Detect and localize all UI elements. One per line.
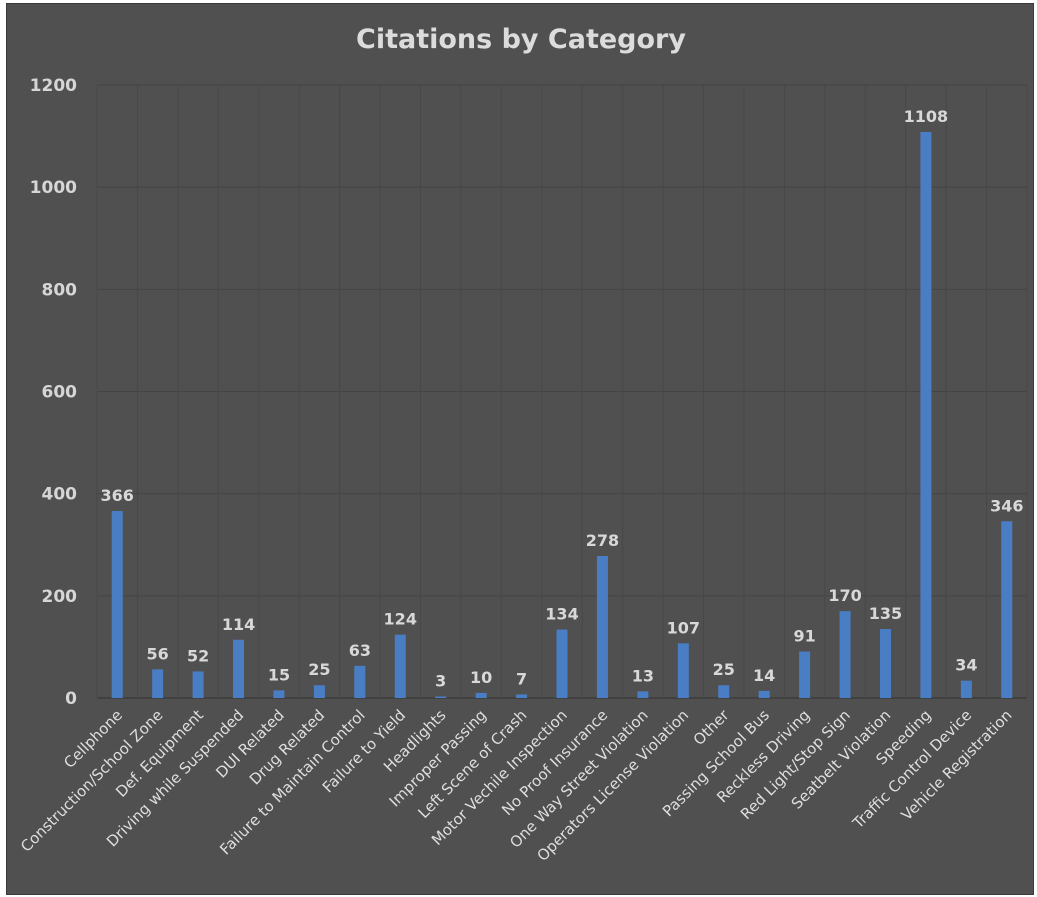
y-tick-label: 600 xyxy=(42,383,78,403)
bar xyxy=(596,555,608,698)
data-label: 52 xyxy=(187,646,209,665)
bar xyxy=(516,694,528,698)
bar xyxy=(111,511,123,698)
data-label: 7 xyxy=(516,669,527,688)
data-label: 124 xyxy=(384,610,417,629)
data-label: 1108 xyxy=(904,107,949,126)
bar xyxy=(273,690,285,698)
data-label: 14 xyxy=(753,666,775,685)
bar xyxy=(839,611,851,698)
bar xyxy=(637,691,649,698)
data-label: 25 xyxy=(308,660,330,679)
chart-frame: Citations by Category 0 200 400 600 800 1000 1… xyxy=(6,3,1034,895)
bar xyxy=(435,696,447,698)
bar xyxy=(879,629,891,698)
bar xyxy=(920,131,932,698)
y-tick-label: 1000 xyxy=(30,178,77,198)
grid-layer xyxy=(96,84,1028,699)
axis-layer: 020040060080010001200CellphoneConstructi… xyxy=(17,76,1016,865)
bar xyxy=(718,685,730,698)
data-label: 56 xyxy=(147,644,169,663)
bar xyxy=(1001,521,1013,698)
data-label: 15 xyxy=(268,665,290,684)
data-label: 13 xyxy=(632,666,654,685)
data-label: 10 xyxy=(470,668,492,687)
bar xyxy=(192,671,204,698)
bar xyxy=(475,692,487,698)
data-label: 135 xyxy=(869,604,902,623)
bar-layer xyxy=(111,131,1013,698)
chart-plot: 020040060080010001200CellphoneConstructi… xyxy=(17,76,1028,865)
y-tick-label: 400 xyxy=(42,485,78,505)
bar xyxy=(677,643,689,698)
data-label: 278 xyxy=(586,531,619,550)
data-label: 34 xyxy=(955,656,977,675)
bar xyxy=(354,665,366,698)
data-label: 170 xyxy=(828,586,861,605)
bar xyxy=(556,629,568,698)
data-label: 366 xyxy=(101,486,134,505)
data-label: 107 xyxy=(667,618,700,637)
data-label: 346 xyxy=(990,496,1023,515)
data-label: 3 xyxy=(435,671,446,690)
y-tick-label: 1200 xyxy=(30,76,77,96)
bar xyxy=(394,634,406,698)
y-tick-label: 800 xyxy=(42,280,78,300)
bar xyxy=(313,685,325,698)
bar xyxy=(960,680,972,698)
y-tick-label: 200 xyxy=(42,587,78,607)
data-label: 91 xyxy=(793,627,815,646)
bar xyxy=(233,639,245,698)
bar xyxy=(152,669,164,698)
data-label: 25 xyxy=(713,660,735,679)
y-tick-label: 0 xyxy=(65,689,77,709)
bar xyxy=(799,651,811,698)
data-label: 63 xyxy=(349,641,371,660)
chart-title: Citations by Category xyxy=(356,24,686,55)
bar xyxy=(758,690,770,698)
data-label: 134 xyxy=(545,605,578,624)
data-label: 114 xyxy=(222,615,255,634)
